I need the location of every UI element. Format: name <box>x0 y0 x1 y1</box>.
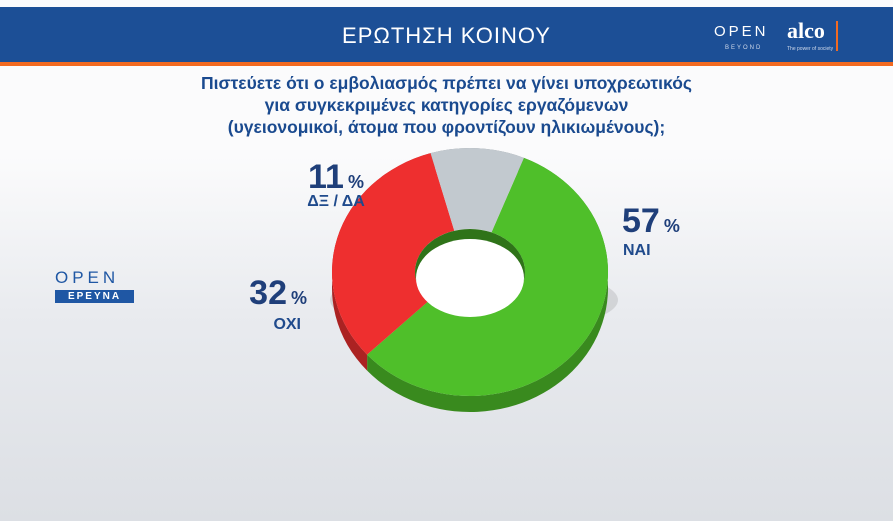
slice-side-0 <box>367 157 608 412</box>
slice-2 <box>430 147 524 233</box>
donut-hole <box>416 239 524 317</box>
alco-tagline: The power of society <box>787 46 834 52</box>
slice-1 <box>332 153 455 355</box>
question-line-2: για συγκεκριμένες κατηγορίες εργαζόμενων <box>264 95 629 115</box>
slice-value-label-0: 57% <box>622 202 680 240</box>
poll-question: Πιστεύετε ότι ο εμβολιασμός πρέπει να γί… <box>0 72 893 138</box>
open-erevna-logo: OPEN ΕΡΕΥΝΑ <box>55 268 134 303</box>
question-line-3: (υγειονομικοί, άτομα που φροντίζουν ηλικ… <box>227 117 666 137</box>
header-bar: ΕΡΩΤΗΣΗ ΚΟΙΝΟΥ OPEN BEYOND alco The powe… <box>0 7 893 66</box>
erevna-badge: ΕΡΕΥΝΑ <box>55 290 134 303</box>
slice-0 <box>367 157 608 396</box>
open-logo-text: OPEN <box>55 268 120 287</box>
beyond-label: BEYOND <box>725 45 763 51</box>
question-line-1: Πιστεύετε ότι ο εμβολιασμός πρέπει να γί… <box>201 73 692 93</box>
alco-logo: alco <box>787 18 825 43</box>
slice-name-label-2: ΔΞ / ΔΑ <box>307 193 365 210</box>
slice-value-label-1: 32% <box>249 274 307 312</box>
open-beyond-logo: OPEN <box>714 23 769 40</box>
slice-value-label-2: 11% <box>308 158 364 196</box>
header-title: ΕΡΩΤΗΣΗ ΚΟΙΝΟΥ <box>342 23 551 48</box>
slice-name-label-1: ΟΧΙ <box>273 316 301 333</box>
slice-name-label-0: ΝΑΙ <box>623 242 651 259</box>
logo-divider <box>836 21 838 51</box>
